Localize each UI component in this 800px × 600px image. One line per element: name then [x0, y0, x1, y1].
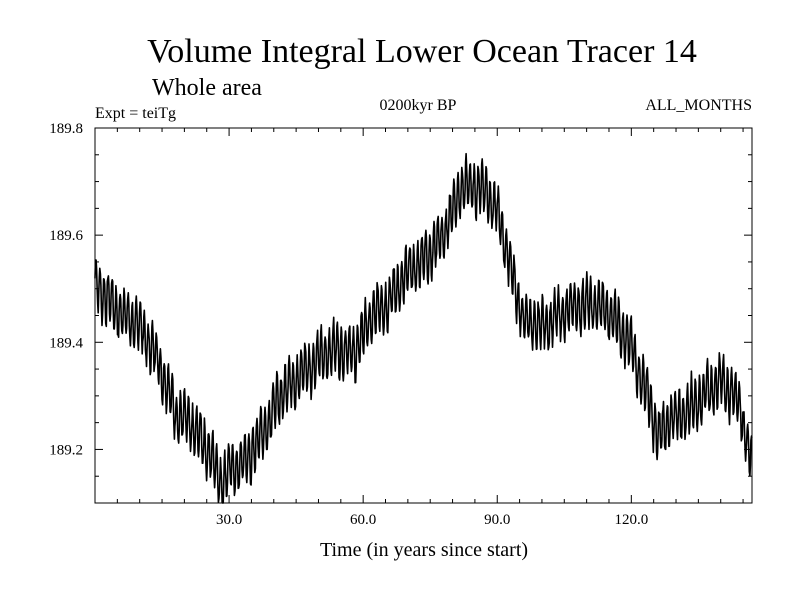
chart-subtitle: Whole area	[152, 75, 262, 101]
x-tick-label: 30.0	[216, 512, 242, 528]
experiment-label: Expt = teiTg	[95, 105, 176, 122]
x-tick-label: 60.0	[350, 512, 376, 528]
axis-tick-labels: 30.0 60.0 90.0 120.0 189.2 189.4 189.6 189.8	[49, 121, 648, 528]
x-axis-label: Time (in years since start)	[320, 539, 528, 561]
axis-ticks	[95, 127, 752, 503]
chart-title: Volume Integral Lower Ocean Tracer 14	[147, 33, 697, 70]
y-tick-label: 189.8	[49, 121, 83, 137]
y-tick-label: 189.4	[49, 335, 83, 351]
period-label: 0200kyr BP	[380, 97, 457, 114]
y-tick-label: 189.6	[49, 228, 83, 244]
series-line	[94, 152, 753, 504]
months-label: ALL_MONTHS	[645, 97, 752, 114]
x-tick-label: 90.0	[484, 512, 510, 528]
x-tick-label: 120.0	[614, 512, 648, 528]
y-tick-label: 189.2	[49, 442, 83, 458]
